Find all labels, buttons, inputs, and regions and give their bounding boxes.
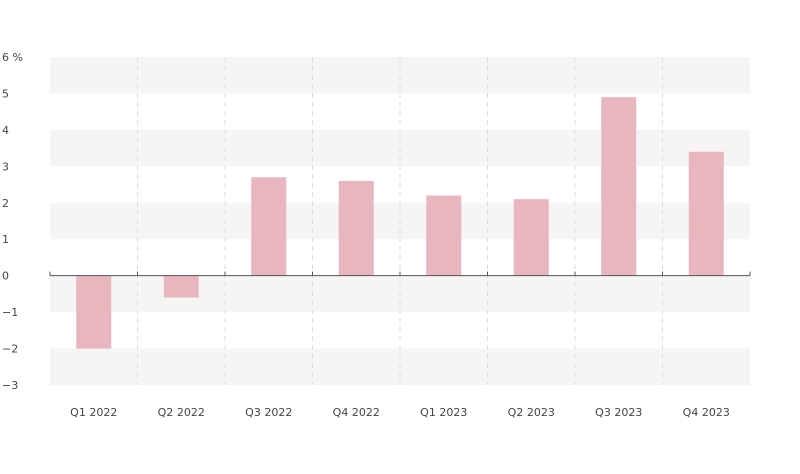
- y-tick-label: 4: [2, 124, 9, 137]
- y-tick-label: 0: [2, 270, 9, 283]
- x-tick-label: Q1 2022: [70, 406, 117, 419]
- x-tick-label: Q1 2023: [420, 406, 467, 419]
- bar-q4-2023: [688, 151, 724, 276]
- bar-q1-2022: [76, 275, 112, 349]
- y-tick-labels: 6 % 5 4 3 2 1 0 −1 −2 −3: [2, 51, 23, 392]
- y-tick-label: −3: [2, 379, 18, 392]
- x-tick-label: Q2 2023: [508, 406, 555, 419]
- y-tick-label: 6 %: [2, 51, 23, 64]
- x-tick-labels: Q1 2022 Q2 2022 Q3 2022 Q4 2022 Q1 2023 Q2 20…: [70, 406, 730, 419]
- y-tick-label: 2: [2, 197, 9, 210]
- x-tick-label: Q4 2023: [683, 406, 730, 419]
- bar-q2-2023: [513, 199, 549, 276]
- bars: [76, 97, 724, 349]
- axes: [49, 271, 751, 277]
- x-tick-label: Q3 2023: [595, 406, 642, 419]
- vertical-gridlines: [137, 57, 663, 385]
- bar-q1-2023: [426, 195, 462, 276]
- x-tick-label: Q3 2022: [245, 406, 292, 419]
- y-tick-label: −2: [2, 343, 18, 356]
- bar-q3-2023: [601, 97, 637, 276]
- y-tick-label: 3: [2, 160, 9, 173]
- bar-q3-2022: [251, 177, 287, 276]
- y-tick-label: 5: [2, 87, 9, 100]
- y-tick-label: −1: [2, 306, 18, 319]
- bar-q2-2022: [163, 275, 199, 298]
- y-tick-label: 1: [2, 233, 9, 246]
- bar-q4-2022: [338, 180, 374, 276]
- x-tick-label: Q4 2022: [333, 406, 380, 419]
- x-tick-label: Q2 2022: [158, 406, 205, 419]
